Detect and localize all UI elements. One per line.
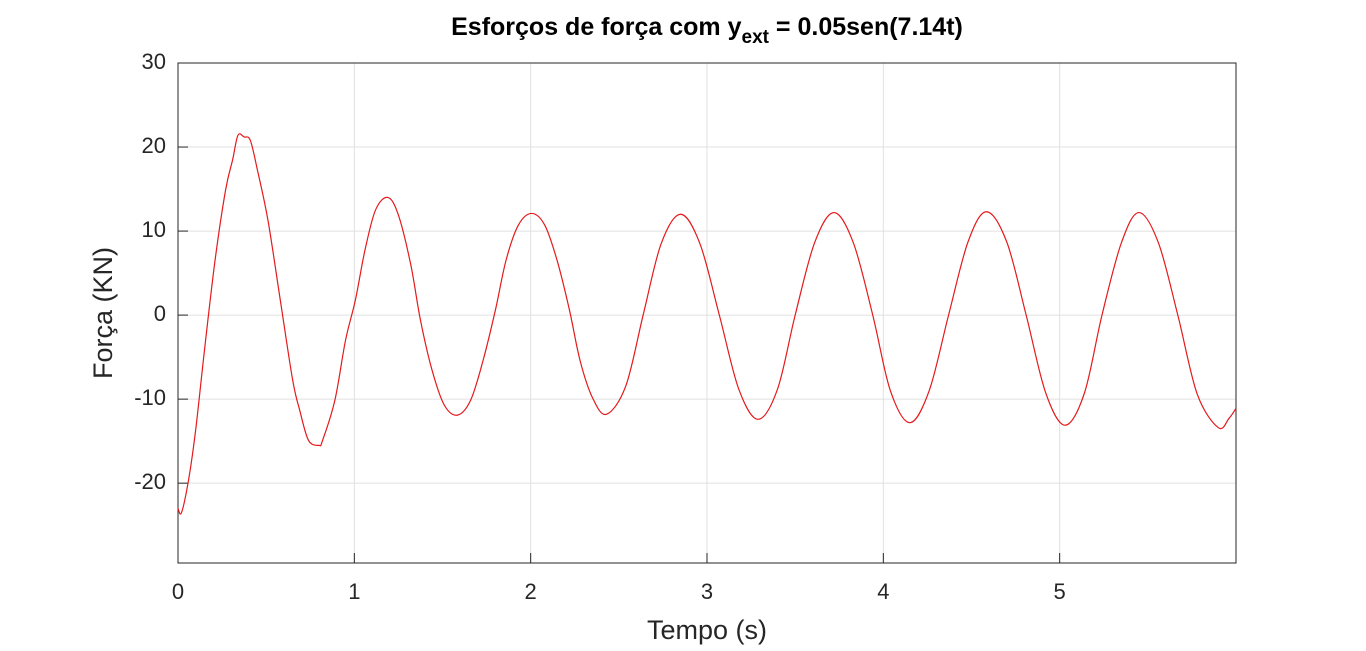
y-tick-label: 0 (154, 301, 166, 326)
x-tick-label: 3 (701, 579, 713, 604)
x-axis-label: Tempo (s) (647, 615, 767, 645)
y-tick-label: 10 (142, 217, 166, 242)
title-suffix: = 0.05sen(7.14t) (769, 13, 963, 41)
x-tick-label: 5 (1054, 579, 1066, 604)
axes-box (177, 62, 1237, 564)
x-tick-label: 0 (172, 579, 184, 604)
data-line (177, 133, 1237, 515)
y-tick-label: 20 (142, 133, 166, 158)
x-tick-label: 4 (877, 579, 889, 604)
chart-title: Esforços de força com yext = 0.05sen(7.1… (451, 13, 963, 48)
x-tick-label: 1 (348, 579, 360, 604)
y-tick-label: 30 (142, 49, 166, 74)
y-axis-label: Força (KN) (88, 247, 118, 379)
y-tick-label: -20 (134, 469, 166, 494)
title-subscript: ext (742, 27, 770, 48)
y-tick-label: -10 (134, 385, 166, 410)
x-tick-label: 2 (525, 579, 537, 604)
title-main: Esforços de força com y (451, 13, 741, 41)
